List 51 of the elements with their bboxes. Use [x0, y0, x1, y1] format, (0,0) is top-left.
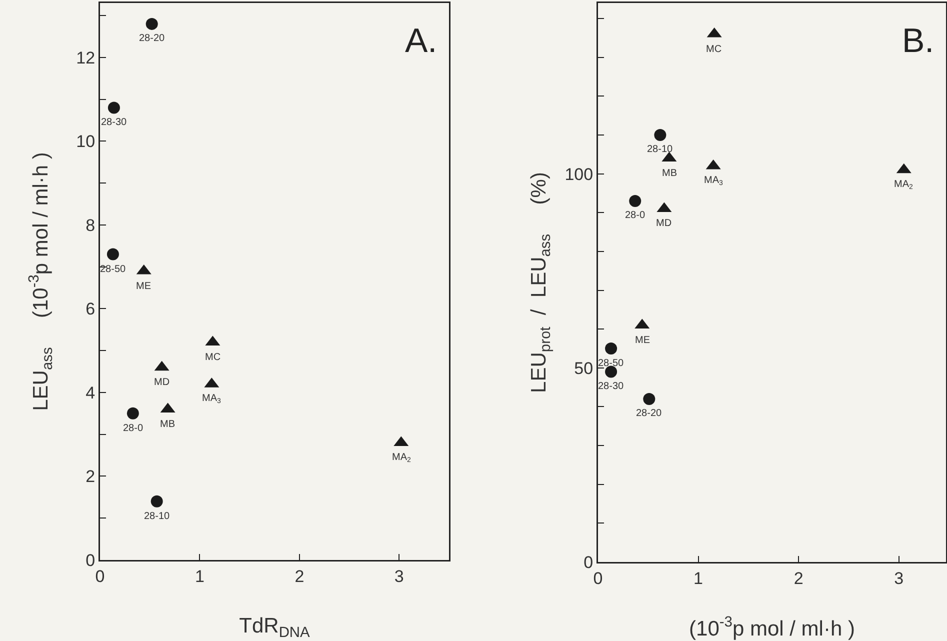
x-axis-title: TdR$_{DNA}$ — [239, 614, 310, 641]
point — [106, 248, 119, 260]
x-tick-label: 2 — [794, 568, 804, 588]
annotation: 28-20 — [636, 408, 662, 419]
point — [643, 392, 656, 405]
annotation: MD — [154, 377, 170, 388]
annotation: ME — [635, 335, 650, 346]
annotation: 28-10 — [144, 511, 170, 522]
y-tick-label: 12 — [76, 48, 96, 68]
annotation: 28-0 — [625, 210, 646, 221]
annotation: 28-20 — [139, 33, 166, 44]
y-tick-label: 8 — [86, 216, 96, 235]
x-tick-label: 1 — [194, 566, 204, 586]
annotation: MA$_{2}$ — [894, 179, 913, 192]
annotation: ME — [136, 281, 152, 292]
x-tick-label: 3 — [394, 566, 404, 586]
y-tick-label: 2 — [86, 467, 96, 486]
annotation: MA$_{3}$ — [202, 393, 221, 406]
y-tick-label: 6 — [86, 300, 96, 319]
y-tick-label: 0 — [584, 552, 594, 572]
annotation: 28-0 — [123, 423, 144, 434]
point — [126, 407, 139, 420]
annotation: MC — [205, 352, 221, 363]
y-tick-label: 0 — [86, 550, 96, 570]
y-tick-label: 10 — [76, 132, 96, 152]
annotation: MC — [706, 44, 722, 55]
y-tick-label: 50 — [574, 358, 594, 378]
annotation: 28-30 — [598, 381, 624, 392]
annotation: 28-10 — [647, 144, 674, 155]
annotation: 28-50 — [100, 264, 126, 275]
annotation: MD — [656, 218, 672, 229]
annotation: A. — [405, 22, 438, 60]
annotation: B. — [902, 22, 934, 60]
annotation: MB — [160, 419, 176, 430]
annotation: MA$_{3}$ — [704, 175, 723, 188]
x-tick-label: 2 — [294, 566, 304, 586]
annotation: 28-50 — [598, 358, 624, 369]
point — [629, 194, 642, 207]
x-tick-label: 1 — [694, 568, 704, 588]
point — [146, 18, 158, 30]
point — [605, 366, 618, 378]
x-tick-label: 3 — [894, 568, 904, 588]
point — [654, 128, 666, 141]
point — [605, 342, 618, 354]
y-tick-label: 4 — [86, 383, 96, 402]
x-axis-title: (10$^{-3}$p mol / ml·h ) — [689, 614, 855, 640]
annotation: MA$_{2}$ — [392, 452, 411, 464]
point — [108, 102, 120, 114]
annotation: 28-30 — [101, 117, 128, 128]
annotation: MB — [662, 168, 678, 179]
y-tick-label: 100 — [564, 164, 594, 184]
